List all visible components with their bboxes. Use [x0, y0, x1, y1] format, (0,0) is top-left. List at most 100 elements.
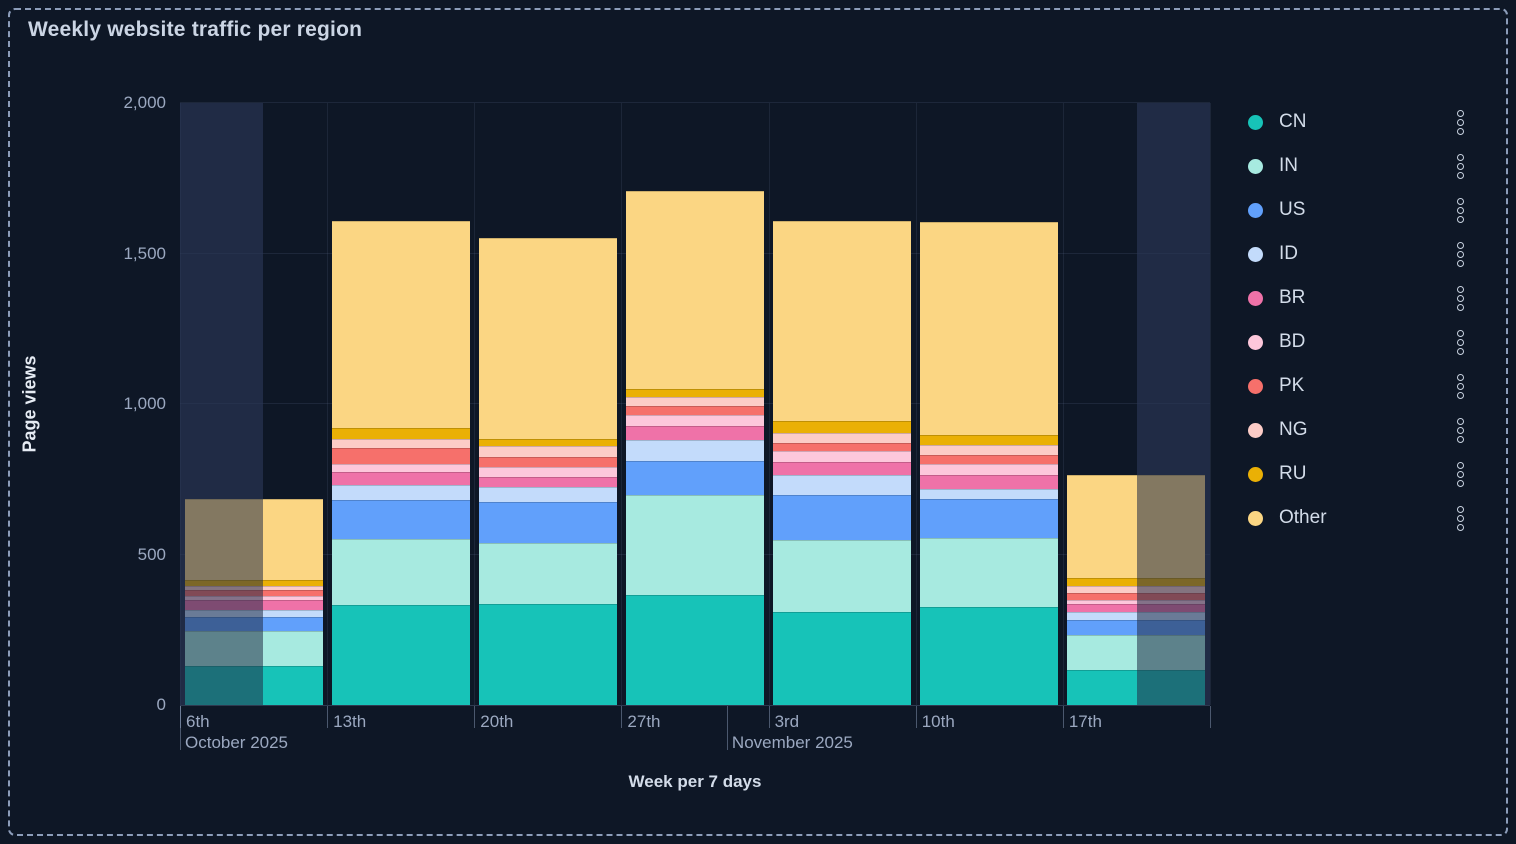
kebab-vertical-icon[interactable] [1455, 416, 1466, 445]
legend-label[interactable]: US [1279, 199, 1306, 220]
bar-segment-bd[interactable] [1067, 600, 1206, 604]
bar-segment-cn[interactable] [478, 603, 617, 705]
bar-segment-cn[interactable] [920, 606, 1059, 705]
bar-segment-ng[interactable] [1067, 586, 1206, 594]
legend-color-dot [1248, 466, 1263, 482]
kebab-vertical-icon[interactable] [1455, 284, 1466, 313]
x-tick-label: 6th [186, 712, 210, 731]
bar-segment-pk[interactable] [331, 448, 470, 464]
stacked-bar [331, 221, 470, 705]
x-tick-label: 17th [1068, 712, 1102, 731]
bar-segment-ru[interactable] [331, 428, 470, 439]
legend-label[interactable]: RU [1279, 463, 1307, 484]
x-tick [621, 706, 623, 728]
legend-label[interactable]: PK [1279, 375, 1305, 396]
panel-title: Weekly website traffic per region [28, 18, 363, 41]
bar-segment-other[interactable] [331, 221, 470, 429]
bar-segment-id[interactable] [625, 440, 765, 461]
legend-label[interactable]: CN [1279, 111, 1307, 132]
bar-segment-br[interactable] [625, 426, 765, 441]
bar-segment-ru[interactable] [773, 420, 912, 433]
bar-segment-us[interactable] [920, 499, 1059, 538]
bar-segment-in[interactable] [478, 543, 617, 604]
bar-segment-us[interactable] [331, 500, 470, 540]
month-divider-tick [726, 706, 728, 750]
kebab-vertical-icon[interactable] [1455, 196, 1466, 225]
stacked-bar [625, 190, 765, 705]
bar-segment-us[interactable] [625, 460, 765, 495]
bar-segment-cn[interactable] [625, 595, 765, 705]
x-tick-label: 10th [921, 712, 955, 731]
bar-segment-ru[interactable] [920, 435, 1059, 445]
legend-item-bd: BD [1242, 320, 1470, 364]
x-tick-label: 27th [627, 712, 661, 731]
bar-segment-br[interactable] [478, 477, 617, 488]
bar-segment-ru[interactable] [625, 389, 765, 398]
bar-segment-id[interactable] [331, 485, 470, 501]
legend-item-other: Other [1242, 496, 1470, 540]
bar-segment-in[interactable] [920, 537, 1059, 607]
stacked-bar [773, 221, 912, 705]
legend-label[interactable]: IN [1279, 155, 1298, 176]
bar-segment-other[interactable] [920, 221, 1059, 436]
kebab-vertical-icon[interactable] [1455, 152, 1466, 181]
bar-segment-pk[interactable] [920, 454, 1059, 464]
legend-label[interactable]: NG [1279, 419, 1308, 440]
x-gridline [621, 103, 623, 705]
bar-segment-ru[interactable] [478, 439, 617, 447]
legend-item-in: IN [1242, 144, 1470, 188]
bar-segment-pk[interactable] [773, 443, 912, 451]
bar-segment-pk[interactable] [625, 406, 765, 416]
bar-segment-br[interactable] [331, 472, 470, 485]
bar-segment-ng[interactable] [920, 445, 1059, 455]
bar-segment-bd[interactable] [625, 415, 765, 427]
bar-segment-bd[interactable] [478, 466, 617, 478]
bar-segment-bd[interactable] [773, 451, 912, 463]
y-tick-label: 2,000 [123, 93, 166, 112]
kebab-vertical-icon[interactable] [1455, 328, 1466, 357]
bar-segment-br[interactable] [1067, 603, 1206, 613]
legend-label[interactable]: ID [1279, 243, 1298, 264]
kebab-vertical-icon[interactable] [1455, 240, 1466, 269]
bar-segment-bd[interactable] [920, 463, 1059, 476]
legend-label[interactable]: BD [1279, 331, 1306, 352]
bar-segment-id[interactable] [920, 488, 1059, 500]
x-gridline [1062, 103, 1064, 705]
bar-segment-in[interactable] [625, 494, 765, 596]
kebab-vertical-icon[interactable] [1455, 372, 1466, 401]
bar-segment-br[interactable] [920, 475, 1059, 489]
bar-segment-pk[interactable] [1067, 593, 1206, 600]
kebab-vertical-icon[interactable] [1455, 460, 1466, 489]
bar-segment-id[interactable] [773, 475, 912, 495]
bar-segment-ng[interactable] [331, 438, 470, 448]
bar-segment-br[interactable] [773, 462, 912, 476]
bar-segment-us[interactable] [773, 494, 912, 541]
bar-segment-ru[interactable] [1067, 578, 1206, 587]
x-axis-title: Week per 7 days [628, 772, 762, 791]
bar-segment-other[interactable] [478, 238, 617, 439]
bar-segment-id[interactable] [478, 487, 617, 503]
bar-segment-id[interactable] [1067, 612, 1206, 621]
bar-segment-bd[interactable] [331, 463, 470, 473]
bar-segment-us[interactable] [478, 502, 617, 544]
bar-segment-in[interactable] [331, 539, 470, 606]
bar-segment-pk[interactable] [478, 457, 617, 467]
bar-segment-ng[interactable] [773, 432, 912, 444]
x-tick [1210, 706, 1211, 728]
kebab-vertical-icon[interactable] [1455, 504, 1466, 533]
bar-segment-other[interactable] [773, 221, 912, 421]
legend-color-dot [1248, 334, 1263, 350]
out-of-range-overlay [1136, 103, 1210, 705]
legend-label[interactable]: Other [1279, 507, 1327, 528]
bar-segment-in[interactable] [773, 540, 912, 612]
kebab-vertical-icon[interactable] [1455, 108, 1466, 137]
bar-segment-cn[interactable] [331, 605, 470, 705]
legend-label[interactable]: BR [1279, 287, 1306, 308]
bar-segment-cn[interactable] [773, 612, 912, 705]
legend-item-ng: NG [1242, 408, 1470, 452]
y-axis-title: Page views [19, 355, 40, 453]
bar-segment-ng[interactable] [478, 446, 617, 458]
bar-segment-ng[interactable] [625, 397, 765, 407]
bar-segment-other[interactable] [625, 190, 765, 390]
